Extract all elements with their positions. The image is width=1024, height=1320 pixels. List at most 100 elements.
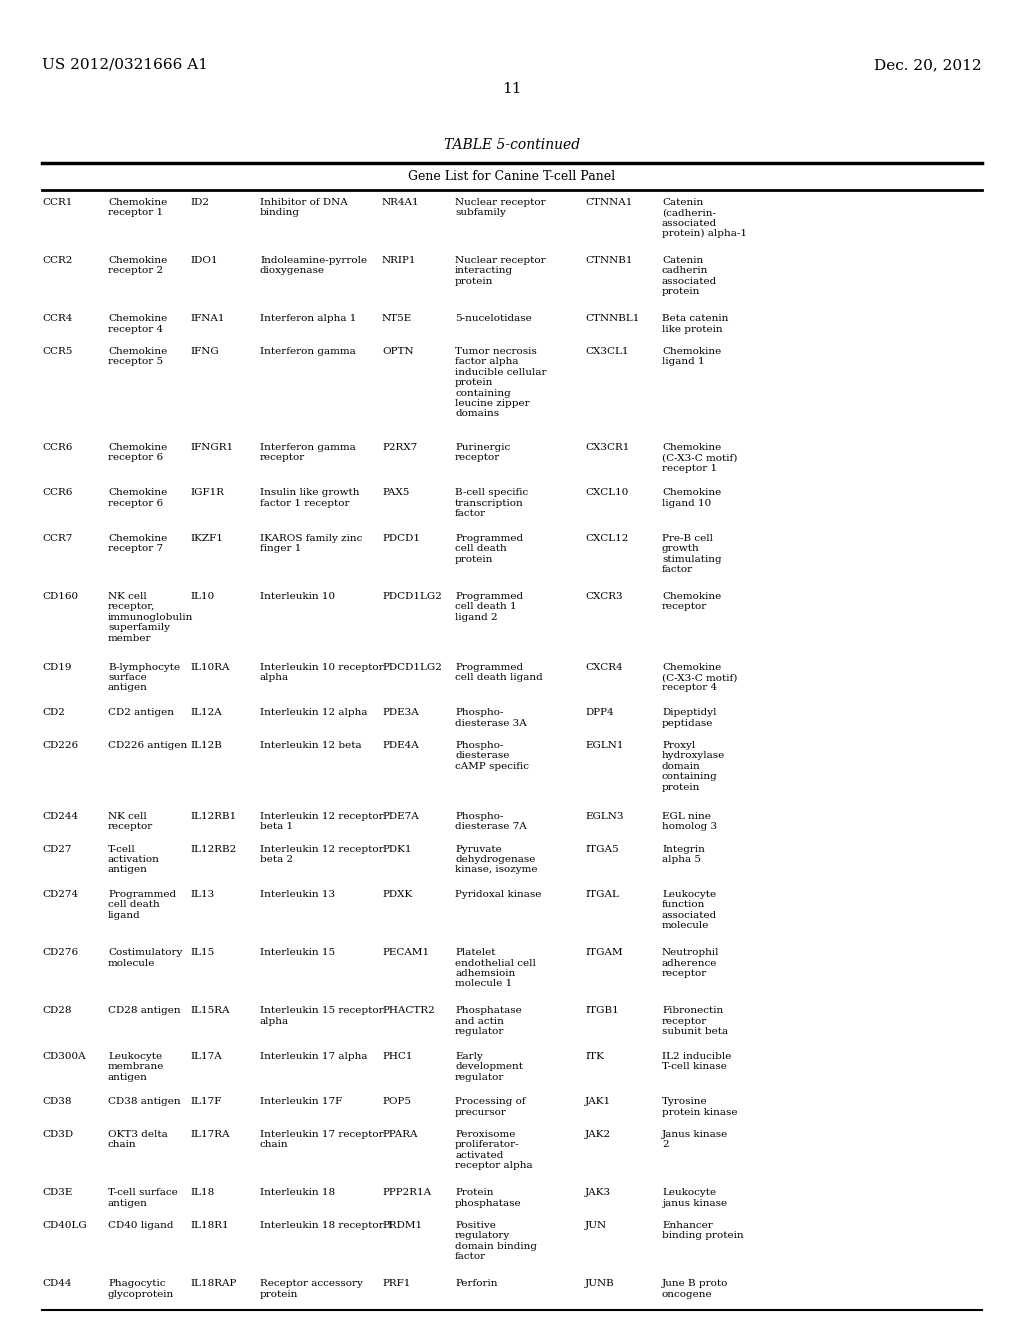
Text: IL18: IL18 (190, 1188, 214, 1197)
Text: CD244: CD244 (42, 812, 78, 821)
Text: Chemokine
receptor 5: Chemokine receptor 5 (108, 347, 167, 367)
Text: Interleukin 13: Interleukin 13 (260, 890, 335, 899)
Text: CXCL10: CXCL10 (585, 488, 629, 498)
Text: NRIP1: NRIP1 (382, 256, 417, 265)
Text: TABLE 5-continued: TABLE 5-continued (444, 139, 580, 152)
Text: CD38 antigen: CD38 antigen (108, 1097, 180, 1106)
Text: Neutrophil
adherence
receptor: Neutrophil adherence receptor (662, 948, 720, 978)
Text: CX3CL1: CX3CL1 (585, 347, 629, 356)
Text: CCR5: CCR5 (42, 347, 73, 356)
Text: IL12B: IL12B (190, 741, 222, 750)
Text: Chemokine
ligand 1: Chemokine ligand 1 (662, 347, 721, 367)
Text: PAX5: PAX5 (382, 488, 410, 498)
Text: CD38: CD38 (42, 1097, 72, 1106)
Text: CD226: CD226 (42, 741, 78, 750)
Text: JUN: JUN (585, 1221, 607, 1230)
Text: Janus kinase
2: Janus kinase 2 (662, 1130, 728, 1150)
Text: Protein
phosphatase: Protein phosphatase (455, 1188, 521, 1208)
Text: Interleukin 17 alpha: Interleukin 17 alpha (260, 1052, 368, 1061)
Text: NT5E: NT5E (382, 314, 413, 323)
Text: CD3E: CD3E (42, 1188, 73, 1197)
Text: CD276: CD276 (42, 948, 78, 957)
Text: IL12RB2: IL12RB2 (190, 845, 237, 854)
Text: Chemokine
receptor 2: Chemokine receptor 2 (108, 256, 167, 276)
Text: Chemokine
(C-X3-C motif)
receptor 1: Chemokine (C-X3-C motif) receptor 1 (662, 444, 737, 473)
Text: EGLN1: EGLN1 (585, 741, 624, 750)
Text: Phagocytic
glycoprotein: Phagocytic glycoprotein (108, 1279, 174, 1299)
Text: OKT3 delta
chain: OKT3 delta chain (108, 1130, 168, 1150)
Text: IL15RA: IL15RA (190, 1006, 229, 1015)
Text: CD2 antigen: CD2 antigen (108, 708, 174, 717)
Text: JAK3: JAK3 (585, 1188, 611, 1197)
Text: B-lymphocyte
surface
antigen: B-lymphocyte surface antigen (108, 663, 180, 693)
Text: CXCR4: CXCR4 (585, 663, 623, 672)
Text: CXCL12: CXCL12 (585, 533, 629, 543)
Text: CD19: CD19 (42, 663, 72, 672)
Text: CCR1: CCR1 (42, 198, 73, 207)
Text: Beta catenin
like protein: Beta catenin like protein (662, 314, 728, 334)
Text: IGF1R: IGF1R (190, 488, 224, 498)
Text: Phospho-
diesterase 3A: Phospho- diesterase 3A (455, 708, 526, 727)
Text: CX3CR1: CX3CR1 (585, 444, 630, 451)
Text: Phosphatase
and actin
regulator: Phosphatase and actin regulator (455, 1006, 522, 1036)
Text: Chemokine
receptor: Chemokine receptor (662, 591, 721, 611)
Text: EGLN3: EGLN3 (585, 812, 624, 821)
Text: PDE7A: PDE7A (382, 812, 419, 821)
Text: ITGAM: ITGAM (585, 948, 623, 957)
Text: Dec. 20, 2012: Dec. 20, 2012 (874, 58, 982, 73)
Text: EGL nine
homolog 3: EGL nine homolog 3 (662, 812, 717, 832)
Text: IL17RA: IL17RA (190, 1130, 229, 1139)
Text: CD160: CD160 (42, 591, 78, 601)
Text: Leukocyte
function
associated
molecule: Leukocyte function associated molecule (662, 890, 717, 931)
Text: ID2: ID2 (190, 198, 209, 207)
Text: IL17F: IL17F (190, 1097, 221, 1106)
Text: Programmed
cell death
protein: Programmed cell death protein (455, 533, 523, 564)
Text: Processing of
precursor: Processing of precursor (455, 1097, 525, 1117)
Text: Interferon gamma: Interferon gamma (260, 347, 355, 356)
Text: Catenin
(cadherin-
associated
protein) alpha-1: Catenin (cadherin- associated protein) a… (662, 198, 746, 239)
Text: Pre-B cell
growth
stimulating
factor: Pre-B cell growth stimulating factor (662, 533, 722, 574)
Text: P2RX7: P2RX7 (382, 444, 417, 451)
Text: CD27: CD27 (42, 845, 72, 854)
Text: B-cell specific
transcription
factor: B-cell specific transcription factor (455, 488, 528, 519)
Text: Interleukin 18: Interleukin 18 (260, 1188, 335, 1197)
Text: PDE3A: PDE3A (382, 708, 419, 717)
Text: JUNB: JUNB (585, 1279, 614, 1288)
Text: PECAM1: PECAM1 (382, 948, 429, 957)
Text: Interleukin 17F: Interleukin 17F (260, 1097, 342, 1106)
Text: IFNGR1: IFNGR1 (190, 444, 233, 451)
Text: CCR2: CCR2 (42, 256, 73, 265)
Text: Catenin
cadherin
associated
protein: Catenin cadherin associated protein (662, 256, 717, 296)
Text: PDCD1LG2: PDCD1LG2 (382, 591, 442, 601)
Text: CCR6: CCR6 (42, 444, 73, 451)
Text: CD300A: CD300A (42, 1052, 86, 1061)
Text: CCR4: CCR4 (42, 314, 73, 323)
Text: Chemokine
receptor 7: Chemokine receptor 7 (108, 533, 167, 553)
Text: Interleukin 15 receptor
alpha: Interleukin 15 receptor alpha (260, 1006, 384, 1026)
Text: Platelet
endothelial cell
adhemsioin
molecule 1: Platelet endothelial cell adhemsioin mol… (455, 948, 536, 989)
Text: Leukocyte
janus kinase: Leukocyte janus kinase (662, 1188, 727, 1208)
Text: CD3D: CD3D (42, 1130, 73, 1139)
Text: ITK: ITK (585, 1052, 604, 1061)
Text: Nuclear receptor
subfamily: Nuclear receptor subfamily (455, 198, 546, 218)
Text: IFNA1: IFNA1 (190, 314, 224, 323)
Text: Pyruvate
dehydrogenase
kinase, isozyme: Pyruvate dehydrogenase kinase, isozyme (455, 845, 538, 874)
Text: Proxyl
hydroxylase
domain
containing
protein: Proxyl hydroxylase domain containing pro… (662, 741, 725, 792)
Text: Tyrosine
protein kinase: Tyrosine protein kinase (662, 1097, 737, 1117)
Text: Leukocyte
membrane
antigen: Leukocyte membrane antigen (108, 1052, 165, 1081)
Text: Insulin like growth
factor 1 receptor: Insulin like growth factor 1 receptor (260, 488, 359, 508)
Text: Interleukin 12 alpha: Interleukin 12 alpha (260, 708, 368, 717)
Text: Chemokine
(C-X3-C motif)
receptor 4: Chemokine (C-X3-C motif) receptor 4 (662, 663, 737, 693)
Text: IL17A: IL17A (190, 1052, 222, 1061)
Text: 5-nucelotidase: 5-nucelotidase (455, 314, 531, 323)
Text: DPP4: DPP4 (585, 708, 613, 717)
Text: Interleukin 10 receptor
alpha: Interleukin 10 receptor alpha (260, 663, 384, 682)
Text: T-cell
activation
antigen: T-cell activation antigen (108, 845, 160, 874)
Text: CD40 ligand: CD40 ligand (108, 1221, 173, 1230)
Text: Interleukin 15: Interleukin 15 (260, 948, 335, 957)
Text: PHC1: PHC1 (382, 1052, 413, 1061)
Text: Chemokine
receptor 4: Chemokine receptor 4 (108, 314, 167, 334)
Text: JAK1: JAK1 (585, 1097, 611, 1106)
Text: CD28: CD28 (42, 1006, 72, 1015)
Text: PHACTR2: PHACTR2 (382, 1006, 435, 1015)
